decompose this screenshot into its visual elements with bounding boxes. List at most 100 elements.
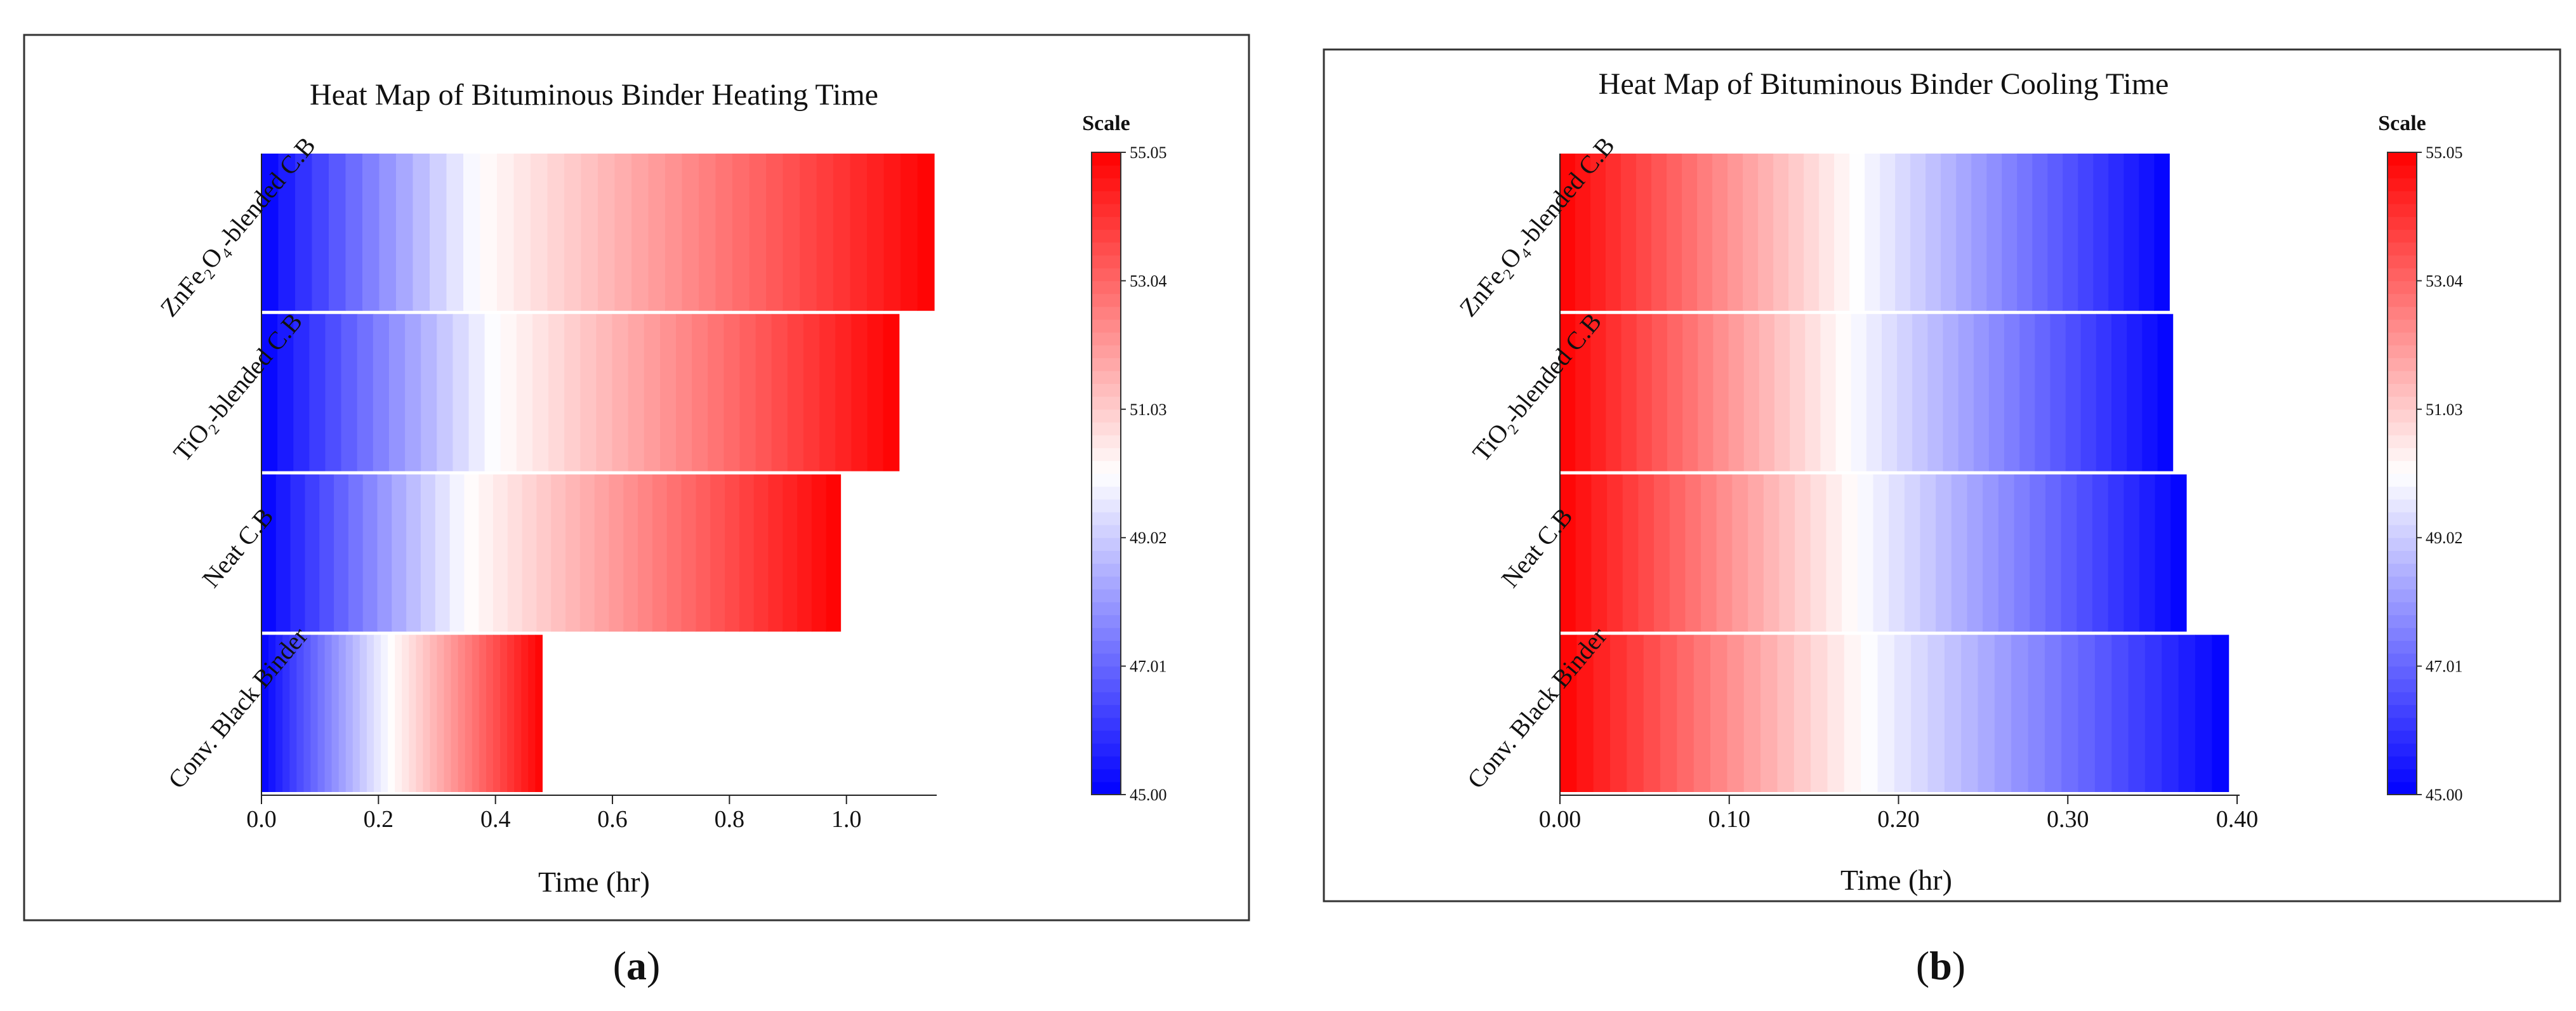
heatmap-cell [531, 154, 548, 311]
scale-band [1092, 781, 1121, 795]
heatmap-cell [319, 474, 334, 632]
heatmap-cell [416, 635, 423, 792]
heatmap-cell [851, 314, 868, 472]
heatmap-row [261, 314, 900, 472]
heatmap-cell [261, 635, 269, 792]
heatmap-cell [725, 474, 740, 632]
heatmap-cell [723, 314, 741, 472]
heatmap-cell [1677, 635, 1694, 792]
scale-band [2388, 383, 2417, 397]
heatmap-cell [1851, 314, 1867, 472]
scale-tick-label: 55.05 [2426, 143, 2463, 162]
heatmap-cell [1638, 474, 1655, 632]
x-tick-label: 0.30 [2047, 806, 2089, 833]
heatmap-cell [1643, 635, 1661, 792]
heatmap-cell [1873, 474, 1889, 632]
heatmap-cell [507, 474, 523, 632]
heatmap-cell [2030, 474, 2046, 632]
heatmap-row [1560, 635, 2229, 792]
scale-band [2388, 550, 2417, 564]
heatmap-cell [1944, 635, 1962, 792]
heatmap-cell [732, 154, 750, 311]
heatmap-cell [1698, 314, 1714, 472]
heatmap-cell [623, 474, 638, 632]
heatmap-cell [1773, 154, 1789, 311]
x-axis: 0.00 0.10 0.20 0.30 0.40 [1539, 154, 2259, 833]
heatmap-cell [293, 314, 310, 472]
heatmap-cell [715, 154, 733, 311]
heatmap-cell [1927, 635, 1945, 792]
heatmap-cell [1575, 154, 1591, 311]
heatmap-cell [2108, 154, 2124, 311]
scale-band [2388, 666, 2417, 680]
heatmap-cell [883, 314, 900, 472]
heatmap-cell [609, 474, 624, 632]
x-tick-label: 0.40 [2216, 806, 2259, 833]
heatmap-cell [787, 314, 804, 472]
heatmap-cell [1920, 474, 1936, 632]
heatmap-cell [1621, 314, 1637, 472]
scale-band [1092, 268, 1121, 281]
scale-border [2387, 152, 2417, 795]
heatmap-cell [1779, 474, 1795, 632]
x-tick-label: 0.20 [1877, 806, 1920, 833]
heatmap-cell [1835, 314, 1852, 472]
heatmap-cell [666, 474, 682, 632]
heatmap-cell [1636, 154, 1652, 311]
scale-band [1092, 178, 1121, 192]
heatmap-cell [485, 635, 494, 792]
heatmap-cell [309, 314, 326, 472]
scale-band [2388, 499, 2417, 513]
heatmap-cell [507, 635, 515, 792]
heatmap-cell [528, 635, 536, 792]
scale-band [1092, 640, 1121, 654]
heatmap-cell [659, 314, 677, 472]
heatmap-cell [665, 154, 683, 311]
scale-band [1092, 743, 1121, 757]
heatmap-cell [1943, 314, 1959, 472]
heatmap-cell [2093, 154, 2109, 311]
heatmap-cell [1743, 635, 1761, 792]
heatmap-row [261, 635, 543, 792]
heatmap-cell [2044, 635, 2062, 792]
scale-band [1092, 486, 1121, 500]
heatmap-cell [1881, 314, 1898, 472]
scale-band [1092, 627, 1121, 641]
scale-band [2388, 447, 2417, 461]
heatmap-cell [564, 314, 581, 472]
heatmap-cell [413, 154, 430, 311]
heatmap-cell [1560, 314, 1576, 472]
heatmap-cell [2212, 635, 2229, 792]
heatmap-cell [2050, 314, 2066, 472]
heatmap-cell [581, 154, 598, 311]
scale-band [1092, 538, 1121, 552]
heatmap-cell [516, 314, 533, 472]
heatmap-cell [699, 154, 717, 311]
heatmap-cell [464, 474, 479, 632]
heatmap-cell [681, 474, 696, 632]
heatmap-cell [275, 474, 291, 632]
heatmap-cell [402, 635, 409, 792]
heatmap-cell [2108, 474, 2124, 632]
heatmap-cell [479, 474, 494, 632]
heatmap-cell [803, 314, 820, 472]
heatmap-cell [452, 314, 470, 472]
heatmap-cell [1897, 314, 1913, 472]
heatmap-cell [290, 474, 306, 632]
heatmap-cell [2094, 635, 2112, 792]
heatmap-cell [1894, 635, 1912, 792]
heatmap-cell [1998, 474, 2015, 632]
scale-title: Scale [2378, 112, 2426, 135]
heatmap-cell [388, 314, 406, 472]
heatmap-cell [536, 474, 552, 632]
scale-band [1092, 293, 1121, 307]
scale-band [1092, 704, 1121, 718]
heatmap-cell [296, 635, 304, 792]
heatmap-cell [2139, 154, 2155, 311]
heatmap-cell [1713, 314, 1729, 472]
heatmap-cell [1827, 635, 1845, 792]
heatmap-cell [1777, 635, 1795, 792]
scale-band [2388, 602, 2417, 616]
heatmap-cell [468, 314, 485, 472]
